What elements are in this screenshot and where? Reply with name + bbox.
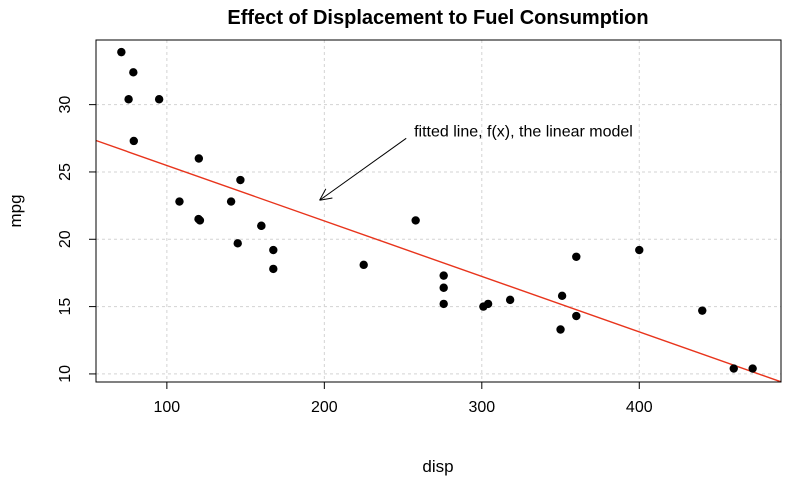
- x-axis: 100 200 300 400: [154, 381, 653, 416]
- data-point: [698, 306, 707, 315]
- data-point: [439, 271, 448, 280]
- y-tick-label: 30: [57, 96, 74, 114]
- x-tick-label: 200: [311, 399, 338, 416]
- plot-area-border: [95, 39, 782, 383]
- data-point: [226, 197, 236, 206]
- data-point: [729, 364, 738, 373]
- y-tick-label: 10: [57, 365, 74, 383]
- data-point: [154, 95, 164, 104]
- data-point: [129, 136, 138, 146]
- data-point: [195, 216, 205, 225]
- fitted-line-group: [95, 139, 782, 383]
- annotation-group: fitted line, f(x), the linear model: [319, 124, 633, 201]
- x-axis-label: disp: [422, 457, 453, 476]
- chart-title: Effect of Displacement to Fuel Consumpti…: [227, 7, 648, 29]
- data-point: [479, 302, 488, 311]
- data-point: [439, 283, 448, 292]
- y-axis-label: mpg: [6, 194, 25, 227]
- y-axis: 10 15 20 25 30: [57, 96, 97, 383]
- y-tick-label: 15: [57, 298, 74, 316]
- annotation-arrow-head: [319, 197, 333, 201]
- data-point: [557, 291, 567, 301]
- data-point: [175, 197, 184, 206]
- fitted-line: [95, 139, 782, 383]
- data-point: [411, 216, 420, 225]
- data-point: [124, 95, 133, 104]
- data-point: [556, 325, 565, 334]
- data-point: [505, 295, 515, 305]
- y-tick-label: 25: [57, 163, 74, 181]
- data-point: [748, 364, 757, 373]
- annotation-text: fitted line, f(x), the linear model: [414, 124, 633, 141]
- data-point: [236, 175, 245, 185]
- data-point: [359, 260, 368, 270]
- grid-lines: [96, 40, 781, 382]
- data-points: [117, 47, 757, 373]
- annotation-arrow-head: [319, 188, 327, 201]
- data-point: [233, 239, 242, 248]
- data-point: [572, 252, 581, 261]
- data-point: [269, 245, 278, 255]
- data-point: [269, 264, 278, 274]
- annotation-arrow-shaft: [319, 137, 407, 201]
- x-tick-label: 300: [468, 399, 495, 416]
- y-tick-label: 20: [57, 230, 74, 248]
- data-point: [117, 47, 126, 57]
- data-point: [194, 154, 204, 163]
- data-point: [572, 311, 581, 321]
- x-tick-label: 400: [626, 399, 653, 416]
- data-point: [635, 245, 644, 255]
- data-point: [257, 221, 266, 231]
- data-point: [439, 299, 448, 309]
- data-point: [129, 68, 138, 77]
- x-tick-label: 100: [154, 399, 181, 416]
